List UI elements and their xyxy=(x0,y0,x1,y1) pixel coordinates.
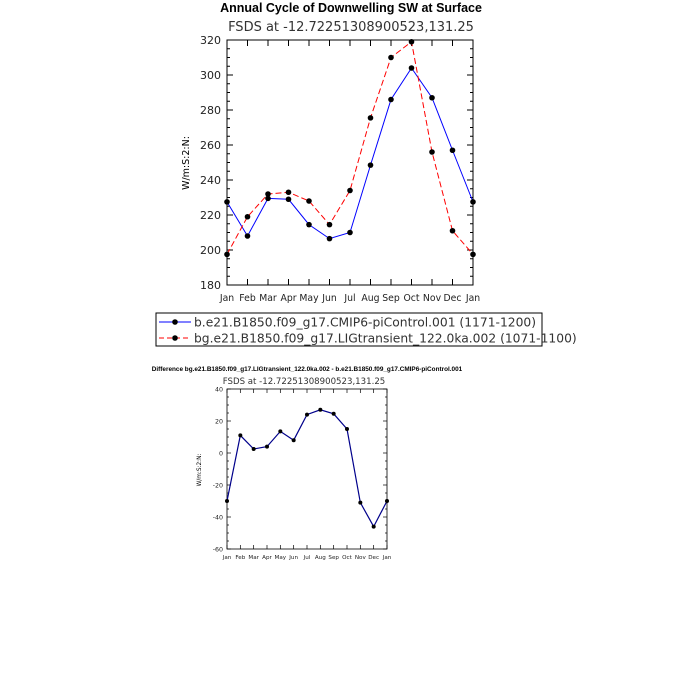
y-tick-label: -40 xyxy=(213,514,223,521)
data-point xyxy=(470,251,476,258)
data-point xyxy=(224,251,230,258)
y-tick-label: 220 xyxy=(200,209,221,222)
data-point xyxy=(265,195,271,202)
x-tick-label: Feb xyxy=(235,555,245,561)
x-tick-label: Jan xyxy=(465,293,480,304)
data-point xyxy=(244,213,251,220)
data-point xyxy=(291,438,296,443)
data-point xyxy=(278,429,283,434)
chart1-legend-box xyxy=(155,312,543,347)
data-point xyxy=(388,54,394,61)
data-point xyxy=(449,227,456,234)
legend-marker-ligtransient xyxy=(172,335,178,341)
data-point xyxy=(244,233,251,239)
data-point xyxy=(318,407,323,412)
x-tick-label: Aug xyxy=(361,293,379,304)
data-point xyxy=(429,94,435,101)
x-tick-label: Jan xyxy=(219,293,234,304)
y-tick-label: 240 xyxy=(200,174,221,187)
data-point xyxy=(470,199,476,205)
data-point xyxy=(358,500,363,505)
y-tick-label: 260 xyxy=(200,139,221,152)
x-tick-label: Dec xyxy=(444,293,462,304)
y-tick-label: 0 xyxy=(219,450,223,457)
x-tick-label: Sep xyxy=(328,555,339,561)
chart-annual-cycle: Annual Cycle of Downwelling SW at Surfac… xyxy=(155,1,577,347)
y-tick-label: 40 xyxy=(215,386,223,393)
y-tick-label: -60 xyxy=(213,546,223,553)
legend-label-control: b.e21.B1850.f09_g17.CMIP6-piControl.001 … xyxy=(194,316,536,330)
data-point xyxy=(449,147,456,154)
x-tick-label: Jan xyxy=(382,555,392,561)
data-point xyxy=(326,235,333,242)
data-point xyxy=(306,221,312,228)
data-point xyxy=(347,229,353,236)
x-tick-label: Mar xyxy=(259,293,277,304)
chart1-title: Annual Cycle of Downwelling SW at Surfac… xyxy=(220,1,482,15)
x-tick-label: Apr xyxy=(262,555,272,561)
legend-label-ligtransient: bg.e21.B1850.f09_g17.LIGtransient_122.0k… xyxy=(194,332,577,346)
series-line xyxy=(226,409,388,528)
data-point xyxy=(224,199,230,205)
data-point xyxy=(331,411,336,416)
x-tick-label: Oct xyxy=(403,293,419,304)
data-point xyxy=(388,96,394,103)
chart-difference: Difference bg.e21.B1850.f09_g17.LIGtrans… xyxy=(152,366,463,561)
chart2-title: Difference bg.e21.B1850.f09_g17.LIGtrans… xyxy=(152,366,463,373)
data-point xyxy=(305,412,309,417)
data-point xyxy=(285,196,292,203)
x-tick-label: Apr xyxy=(280,293,296,304)
y-tick-label: 180 xyxy=(200,279,221,292)
data-point xyxy=(345,427,349,431)
data-point xyxy=(265,444,269,449)
x-tick-label: Nov xyxy=(423,293,442,304)
data-point xyxy=(285,189,292,196)
data-point xyxy=(367,115,374,121)
y-tick-label: -20 xyxy=(213,482,223,489)
x-tick-label: Jun xyxy=(288,555,298,561)
data-point xyxy=(265,191,271,197)
chart1-subtitle: FSDS at -12.72251308900523,131.25 xyxy=(228,20,474,35)
data-point xyxy=(408,65,415,71)
chart2-ylabel: W/m:S:2:N: xyxy=(197,454,203,487)
x-tick-label: May xyxy=(275,555,287,561)
data-point xyxy=(251,447,256,451)
series-line xyxy=(226,40,474,255)
x-tick-label: Jul xyxy=(303,555,311,561)
chart1-legend: b.e21.B1850.f09_g17.CMIP6-piControl.001 … xyxy=(155,312,577,347)
y-tick-label: 200 xyxy=(200,244,221,257)
x-tick-label: Nov xyxy=(355,555,367,561)
y-tick-label: 20 xyxy=(215,418,223,425)
y-tick-label: 300 xyxy=(200,69,221,82)
x-tick-label: Aug xyxy=(315,555,326,561)
data-point xyxy=(306,198,312,204)
x-tick-label: Jun xyxy=(321,293,337,304)
chart1-ylabel: W/m:S:2:N: xyxy=(181,136,192,190)
chart2-subtitle: FSDS at -12.72251308900523,131.25 xyxy=(223,377,386,387)
data-point xyxy=(326,221,333,228)
y-tick-label: 320 xyxy=(200,34,221,47)
x-tick-label: May xyxy=(299,293,319,304)
series-line xyxy=(226,67,474,240)
legend-marker-control xyxy=(172,319,178,325)
chart1-plot-frame xyxy=(226,39,474,286)
x-tick-label: Oct xyxy=(342,555,352,561)
x-tick-label: Mar xyxy=(248,555,259,561)
data-point xyxy=(429,149,435,155)
data-point xyxy=(238,433,243,438)
x-tick-label: Feb xyxy=(239,293,256,304)
y-tick-label: 280 xyxy=(200,104,221,117)
data-point xyxy=(225,499,229,503)
x-tick-label: Jul xyxy=(343,293,355,304)
data-point xyxy=(371,524,376,529)
data-point xyxy=(367,162,374,168)
x-tick-label: Sep xyxy=(382,293,400,304)
data-point xyxy=(408,38,415,45)
x-tick-label: Jan xyxy=(222,555,232,561)
x-tick-label: Dec xyxy=(368,555,379,561)
data-point xyxy=(385,499,389,503)
data-point xyxy=(347,187,353,194)
